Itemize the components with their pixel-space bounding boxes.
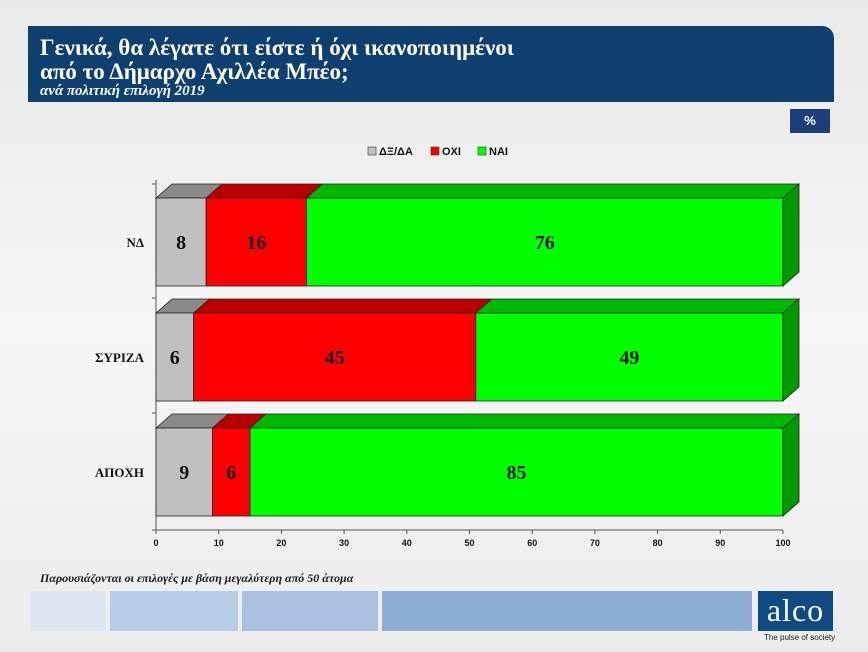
chart-subtitle: ανά πολιτική επιλογή 2019 bbox=[40, 83, 205, 99]
data-label: 16 bbox=[246, 232, 266, 254]
data-label: 6 bbox=[226, 462, 236, 484]
x-tick-label: 0 bbox=[153, 538, 158, 548]
bar-side-face bbox=[782, 298, 800, 402]
category-label: ΑΠΟΧΗ bbox=[95, 465, 144, 480]
bar-segment bbox=[249, 427, 784, 517]
bar-segment bbox=[306, 197, 784, 287]
bar-segment bbox=[475, 312, 784, 402]
logo-tagline: The pulse of society bbox=[764, 633, 836, 642]
footer-band-4 bbox=[382, 591, 752, 631]
legend-label: ΝΑΙ bbox=[489, 146, 508, 158]
bar-top-face bbox=[474, 298, 801, 314]
data-label: 85 bbox=[507, 462, 527, 484]
footer-band-2 bbox=[110, 591, 238, 631]
data-label: 9 bbox=[179, 462, 189, 484]
footnote: Παρουσιάζονται οι επιλογές με βάση μεγαλ… bbox=[40, 571, 354, 585]
bar-segment bbox=[212, 427, 251, 517]
bar-top-face bbox=[192, 298, 493, 314]
data-label: 49 bbox=[619, 347, 639, 369]
x-tick-label: 20 bbox=[276, 538, 286, 548]
legend-swatch bbox=[477, 146, 487, 156]
chart-title-line1: Γενικά, θα λέγατε ότι είστε ή όχι ικανοπ… bbox=[40, 35, 514, 60]
alco-logo: alco bbox=[758, 591, 833, 631]
category-label: ΣΥΡΙΖΑ bbox=[95, 350, 145, 365]
bar-segment bbox=[155, 427, 213, 517]
footer-band-1 bbox=[30, 591, 106, 631]
bar-top-face bbox=[305, 183, 801, 199]
bar-segment bbox=[205, 197, 307, 287]
bar-top-face bbox=[205, 183, 324, 199]
legend-swatch bbox=[367, 146, 377, 156]
x-tick-label: 10 bbox=[214, 538, 224, 548]
x-tick-label: 40 bbox=[402, 538, 412, 548]
data-label: 6 bbox=[170, 347, 180, 369]
bar-segment bbox=[193, 312, 477, 402]
x-tick-label: 100 bbox=[775, 538, 790, 548]
data-label: 45 bbox=[325, 347, 345, 369]
bar-segment bbox=[155, 312, 195, 402]
chart-title-line2: από το Δήμαρχο Αχιλλέα Μπέο; bbox=[40, 59, 349, 84]
legend-label: ΟΧΙ bbox=[442, 146, 461, 158]
legend-label: ΔΞ/ΔΑ bbox=[379, 146, 413, 158]
x-tick-label: 90 bbox=[715, 538, 725, 548]
bar-top-face bbox=[248, 413, 801, 429]
bar-side-face bbox=[782, 183, 800, 287]
bar-segment bbox=[155, 197, 207, 287]
x-tick-label: 30 bbox=[339, 538, 349, 548]
x-tick-label: 60 bbox=[527, 538, 537, 548]
title-banner: Γενικά, θα λέγατε ότι είστε ή όχι ικανοπ… bbox=[28, 26, 834, 102]
footer-band-3 bbox=[242, 591, 378, 631]
data-label: 8 bbox=[176, 232, 186, 254]
percent-badge: % bbox=[790, 109, 830, 133]
x-tick-label: 80 bbox=[653, 538, 663, 548]
x-tick-label: 50 bbox=[464, 538, 474, 548]
data-label: 76 bbox=[535, 232, 555, 254]
bar-side-face bbox=[782, 413, 800, 517]
category-label: ΝΔ bbox=[126, 235, 144, 250]
legend-swatch bbox=[430, 146, 440, 156]
x-tick-label: 70 bbox=[590, 538, 600, 548]
